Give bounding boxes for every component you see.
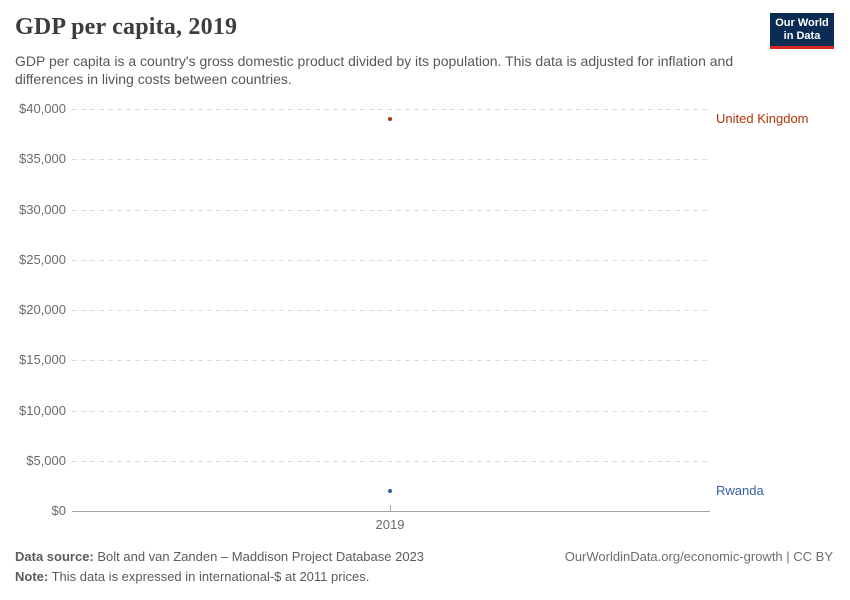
owid-logo[interactable]: Our World in Data [770, 13, 834, 49]
gridline [72, 210, 710, 211]
gridline [72, 109, 710, 110]
entity-label-rwanda[interactable]: Rwanda [716, 482, 764, 498]
owid-logo-text-line2: in Data [783, 29, 821, 42]
y-axis-tick-label: $20,000 [19, 302, 66, 317]
data-point-united-kingdom[interactable] [388, 117, 392, 122]
y-axis-tick-label: $35,000 [19, 151, 66, 166]
chart-title: GDP per capita, 2019 [15, 14, 238, 40]
gridline [72, 260, 710, 261]
data-source-line: Data source: Bolt and van Zanden – Maddi… [15, 547, 424, 567]
y-axis-tick-label: $30,000 [19, 202, 66, 217]
x-axis-line [72, 511, 710, 512]
y-axis-tick-label: $0 [51, 503, 66, 518]
data-source-label: Data source: [15, 549, 94, 564]
entity-label-united-kingdom[interactable]: United Kingdom [716, 111, 809, 127]
gridline [72, 411, 710, 412]
y-axis-tick-label: $5,000 [26, 453, 66, 468]
gridline [72, 159, 710, 160]
y-axis-tick-label: $40,000 [19, 101, 66, 116]
chart-subtitle: GDP per capita is a country's gross dome… [15, 53, 734, 87]
note-text: This data is expressed in international-… [48, 569, 370, 584]
data-point-rwanda[interactable] [388, 488, 392, 493]
data-source-text: Bolt and van Zanden – Maddison Project D… [93, 549, 425, 564]
note-line: Note: This data is expressed in internat… [15, 567, 424, 587]
owid-logo-text-line1: Our World [775, 16, 829, 29]
gridline [72, 310, 710, 311]
gridline [72, 461, 710, 462]
x-axis-tick-label: 2019 [375, 517, 405, 532]
gridline [72, 360, 710, 361]
footer-rights-link[interactable]: OurWorldinData.org/economic-growth | CC … [564, 549, 833, 564]
y-axis-tick-label: $25,000 [19, 252, 66, 267]
note-label: Note: [15, 569, 49, 584]
y-axis-tick-label: $10,000 [19, 403, 66, 418]
footer-source-note: Data source: Bolt and van Zanden – Maddi… [15, 547, 424, 587]
x-axis-tick [390, 505, 391, 511]
y-axis-tick-label: $15,000 [19, 352, 66, 367]
